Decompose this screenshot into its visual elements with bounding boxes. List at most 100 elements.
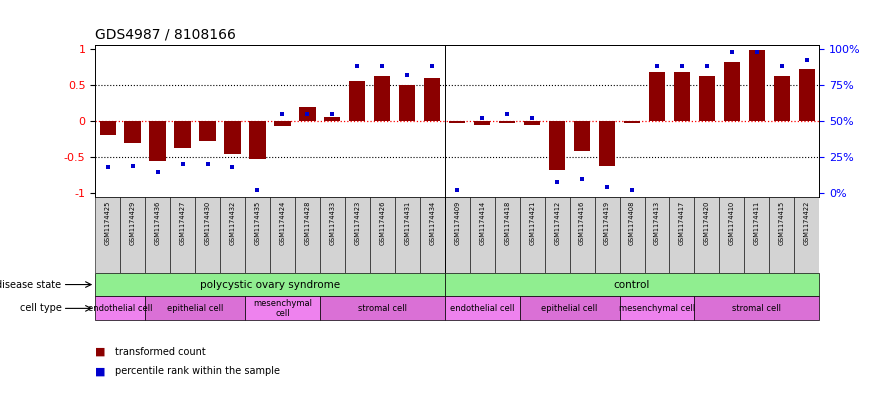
Bar — [649, 72, 665, 121]
Bar — [245, 296, 320, 320]
Bar — [499, 121, 515, 123]
Bar — [474, 121, 491, 125]
Text: GSM1174435: GSM1174435 — [255, 200, 261, 245]
Text: percentile rank within the sample: percentile rank within the sample — [115, 366, 279, 376]
Text: GSM1174427: GSM1174427 — [180, 200, 186, 245]
Text: transformed count: transformed count — [115, 347, 205, 357]
Text: stromal cell: stromal cell — [358, 304, 407, 313]
Bar — [145, 197, 170, 273]
Bar — [694, 197, 720, 273]
Bar — [769, 197, 795, 273]
Bar — [570, 197, 595, 273]
Text: cell type: cell type — [19, 303, 62, 313]
Text: GSM1174409: GSM1174409 — [455, 200, 460, 245]
Text: ■: ■ — [95, 347, 106, 357]
Text: GSM1174410: GSM1174410 — [729, 200, 735, 245]
Bar — [320, 296, 445, 320]
Text: endothelial cell: endothelial cell — [88, 304, 152, 313]
Bar — [399, 85, 416, 121]
Text: GDS4987 / 8108166: GDS4987 / 8108166 — [95, 27, 236, 41]
Bar — [694, 296, 819, 320]
Bar — [374, 76, 390, 121]
Bar — [799, 69, 815, 121]
Bar — [624, 121, 640, 123]
Text: GSM1174436: GSM1174436 — [154, 200, 160, 245]
Bar — [670, 197, 694, 273]
Bar — [150, 121, 166, 161]
Text: GSM1174431: GSM1174431 — [404, 200, 411, 245]
Bar — [95, 296, 145, 320]
Bar — [524, 121, 540, 125]
Bar — [124, 121, 141, 143]
Bar — [470, 197, 495, 273]
Text: GSM1174432: GSM1174432 — [229, 200, 235, 245]
Text: GSM1174424: GSM1174424 — [279, 200, 285, 245]
Text: GSM1174425: GSM1174425 — [105, 200, 111, 245]
Bar — [619, 197, 645, 273]
Bar — [699, 76, 715, 121]
Bar — [199, 121, 216, 141]
Text: GSM1174434: GSM1174434 — [429, 200, 435, 245]
Bar — [645, 197, 670, 273]
Bar — [320, 197, 344, 273]
Bar — [349, 81, 366, 121]
Bar — [170, 197, 195, 273]
Bar — [274, 121, 291, 126]
Text: GSM1174418: GSM1174418 — [504, 200, 510, 245]
Text: epithelial cell: epithelial cell — [542, 304, 598, 313]
Text: GSM1174423: GSM1174423 — [354, 200, 360, 245]
Text: GSM1174413: GSM1174413 — [654, 200, 660, 245]
Text: GSM1174417: GSM1174417 — [679, 200, 685, 245]
Bar — [720, 197, 744, 273]
Bar — [445, 197, 470, 273]
Text: disease state: disease state — [0, 279, 62, 290]
Bar — [174, 121, 190, 149]
Bar — [744, 197, 769, 273]
Bar — [544, 197, 570, 273]
Bar — [245, 197, 270, 273]
Bar — [324, 117, 340, 121]
Text: GSM1174429: GSM1174429 — [130, 200, 136, 245]
Bar — [619, 296, 694, 320]
Bar — [395, 197, 419, 273]
Bar — [100, 121, 115, 136]
Text: stromal cell: stromal cell — [732, 304, 781, 313]
Bar — [599, 121, 615, 166]
Bar — [445, 296, 520, 320]
Bar — [449, 121, 465, 123]
Bar — [370, 197, 395, 273]
Bar — [724, 62, 740, 121]
Text: polycystic ovary syndrome: polycystic ovary syndrome — [200, 279, 340, 290]
Text: endothelial cell: endothelial cell — [450, 304, 515, 313]
Text: GSM1174420: GSM1174420 — [704, 200, 710, 245]
Bar — [795, 197, 819, 273]
Text: control: control — [614, 279, 650, 290]
Bar — [424, 78, 440, 121]
Text: GSM1174415: GSM1174415 — [779, 200, 785, 245]
Bar — [225, 121, 241, 154]
Bar — [145, 296, 245, 320]
Text: GSM1174412: GSM1174412 — [554, 200, 560, 245]
Text: GSM1174414: GSM1174414 — [479, 200, 485, 245]
Text: GSM1174421: GSM1174421 — [529, 200, 535, 245]
Text: mesenchymal cell: mesenchymal cell — [618, 304, 695, 313]
Text: GSM1174430: GSM1174430 — [204, 200, 211, 245]
Bar — [120, 197, 145, 273]
Bar — [595, 197, 619, 273]
Bar — [549, 121, 566, 170]
Text: GSM1174433: GSM1174433 — [329, 200, 336, 245]
Text: GSM1174411: GSM1174411 — [754, 200, 760, 245]
Text: ■: ■ — [95, 366, 106, 376]
Text: GSM1174419: GSM1174419 — [604, 200, 610, 245]
Text: GSM1174408: GSM1174408 — [629, 200, 635, 245]
Bar — [495, 197, 520, 273]
Text: epithelial cell: epithelial cell — [167, 304, 223, 313]
Bar — [674, 72, 690, 121]
Bar — [419, 197, 445, 273]
Bar — [249, 121, 265, 158]
Bar — [574, 121, 590, 151]
Bar — [195, 197, 220, 273]
Bar — [344, 197, 370, 273]
Bar — [774, 76, 790, 121]
Text: mesenchymal
cell: mesenchymal cell — [253, 299, 312, 318]
